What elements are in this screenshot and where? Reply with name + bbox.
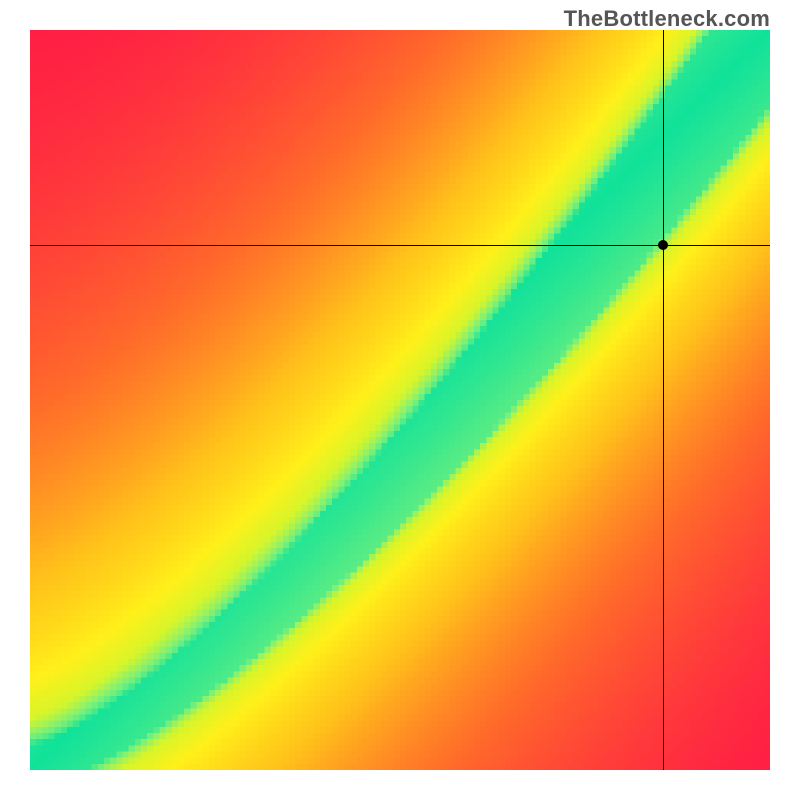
crosshair-marker-dot (658, 240, 668, 250)
crosshair-vertical-line (663, 30, 664, 770)
bottleneck-heatmap (30, 30, 770, 770)
watermark-label: TheBottleneck.com (564, 6, 770, 32)
